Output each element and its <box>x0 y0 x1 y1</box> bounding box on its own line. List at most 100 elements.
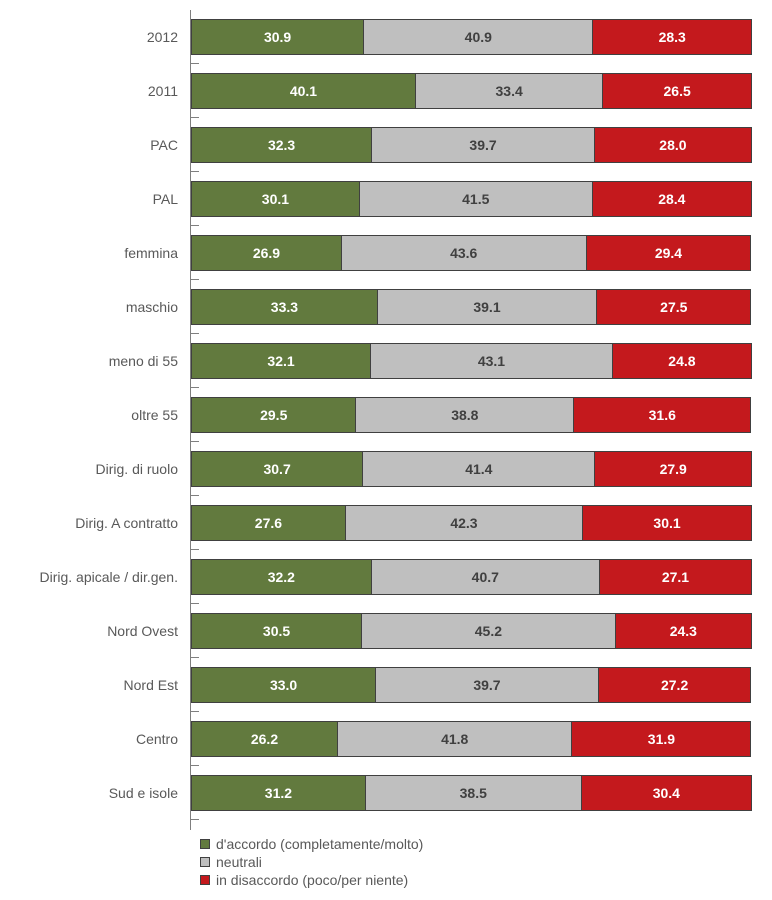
row-label: PAL <box>10 191 190 207</box>
legend-swatch-disagree <box>200 875 210 885</box>
row-bar-area: 33.039.727.2 <box>190 658 752 712</box>
row-label: PAC <box>10 137 190 153</box>
bar-container: 32.339.728.0 <box>191 127 752 163</box>
segment-neutral: 41.5 <box>360 181 593 217</box>
chart-row: Nord Est33.039.727.2 <box>10 658 752 712</box>
legend-label-disagree: in disaccordo (poco/per niente) <box>216 872 408 888</box>
row-label: Nord Ovest <box>10 623 190 639</box>
legend-swatch-agree <box>200 839 210 849</box>
legend-label-agree: d'accordo (completamente/molto) <box>216 836 423 852</box>
row-bar-area: 32.240.727.1 <box>190 550 752 604</box>
chart-row: Dirig. apicale / dir.gen.32.240.727.1 <box>10 550 752 604</box>
segment-neutral: 42.3 <box>346 505 583 541</box>
segment-disagree: 31.9 <box>572 721 751 757</box>
segment-agree: 33.0 <box>191 667 376 703</box>
segment-agree: 32.3 <box>191 127 372 163</box>
chart-legend: d'accordo (completamente/molto) neutrali… <box>200 836 752 888</box>
segment-agree: 31.2 <box>191 775 366 811</box>
row-label: oltre 55 <box>10 407 190 423</box>
chart-row: Dirig. A contratto27.642.330.1 <box>10 496 752 550</box>
segment-disagree: 27.9 <box>595 451 752 487</box>
segment-disagree: 24.3 <box>616 613 752 649</box>
row-bar-area: 33.339.127.5 <box>190 280 752 334</box>
legend-item-disagree: in disaccordo (poco/per niente) <box>200 872 752 888</box>
bar-container: 31.238.530.4 <box>191 775 752 811</box>
row-bar-area: 30.741.427.9 <box>190 442 752 496</box>
segment-neutral: 45.2 <box>362 613 616 649</box>
segment-agree: 32.1 <box>191 343 371 379</box>
segment-disagree: 29.4 <box>587 235 752 271</box>
row-bar-area: 26.241.831.9 <box>190 712 752 766</box>
row-bar-area: 32.143.124.8 <box>190 334 752 388</box>
segment-disagree: 31.6 <box>574 397 751 433</box>
row-bar-area: 27.642.330.1 <box>190 496 752 550</box>
chart-row: PAC32.339.728.0 <box>10 118 752 172</box>
row-label: meno di 55 <box>10 353 190 369</box>
bar-container: 27.642.330.1 <box>191 505 752 541</box>
bar-container: 32.240.727.1 <box>191 559 752 595</box>
segment-agree: 32.2 <box>191 559 372 595</box>
segment-agree: 30.1 <box>191 181 360 217</box>
bar-container: 40.133.426.5 <box>191 73 752 109</box>
row-label: 2011 <box>10 83 190 99</box>
legend-label-neutral: neutrali <box>216 854 262 870</box>
segment-disagree: 27.2 <box>599 667 752 703</box>
row-label: 2012 <box>10 29 190 45</box>
bar-container: 30.545.224.3 <box>191 613 752 649</box>
bar-container: 29.538.831.6 <box>191 397 752 433</box>
row-label: Dirig. A contratto <box>10 515 190 531</box>
bar-container: 26.241.831.9 <box>191 721 752 757</box>
bar-container: 33.039.727.2 <box>191 667 752 703</box>
segment-neutral: 43.1 <box>371 343 613 379</box>
row-bar-area: 31.238.530.4 <box>190 766 752 820</box>
segment-agree: 33.3 <box>191 289 378 325</box>
chart-row: 201140.133.426.5 <box>10 64 752 118</box>
segment-neutral: 41.4 <box>363 451 595 487</box>
segment-agree: 30.9 <box>191 19 364 55</box>
chart-row: Sud e isole31.238.530.4 <box>10 766 752 820</box>
segment-disagree: 28.0 <box>595 127 752 163</box>
segment-disagree: 26.5 <box>603 73 752 109</box>
segment-neutral: 40.9 <box>364 19 593 55</box>
chart-row: 201230.940.928.3 <box>10 10 752 64</box>
chart-row: Dirig. di ruolo30.741.427.9 <box>10 442 752 496</box>
segment-disagree: 28.3 <box>593 19 752 55</box>
row-label: maschio <box>10 299 190 315</box>
segment-neutral: 39.7 <box>372 127 595 163</box>
bar-container: 30.940.928.3 <box>191 19 752 55</box>
row-label: Nord Est <box>10 677 190 693</box>
segment-neutral: 39.1 <box>378 289 597 325</box>
bar-container: 30.141.528.4 <box>191 181 752 217</box>
segment-neutral: 38.8 <box>356 397 574 433</box>
segment-agree: 26.2 <box>191 721 338 757</box>
chart-row: femmina26.943.629.4 <box>10 226 752 280</box>
chart-rows: 201230.940.928.3201140.133.426.5PAC32.33… <box>10 10 752 820</box>
bar-container: 33.339.127.5 <box>191 289 752 325</box>
segment-disagree: 27.5 <box>597 289 751 325</box>
segment-neutral: 33.4 <box>416 73 603 109</box>
row-label: Sud e isole <box>10 785 190 801</box>
row-bar-area: 32.339.728.0 <box>190 118 752 172</box>
chart-axis <box>190 820 752 830</box>
chart-row: maschio33.339.127.5 <box>10 280 752 334</box>
chart-row: meno di 5532.143.124.8 <box>10 334 752 388</box>
row-bar-area: 30.141.528.4 <box>190 172 752 226</box>
row-label: Centro <box>10 731 190 747</box>
segment-agree: 27.6 <box>191 505 346 541</box>
chart-row: Nord Ovest30.545.224.3 <box>10 604 752 658</box>
legend-swatch-neutral <box>200 857 210 867</box>
row-bar-area: 30.940.928.3 <box>190 10 752 64</box>
segment-disagree: 28.4 <box>593 181 752 217</box>
chart-row: PAL30.141.528.4 <box>10 172 752 226</box>
row-bar-area: 30.545.224.3 <box>190 604 752 658</box>
segment-neutral: 41.8 <box>338 721 572 757</box>
chart-row: Centro26.241.831.9 <box>10 712 752 766</box>
segment-neutral: 38.5 <box>366 775 582 811</box>
row-label: Dirig. apicale / dir.gen. <box>10 569 190 585</box>
row-bar-area: 29.538.831.6 <box>190 388 752 442</box>
segment-agree: 30.7 <box>191 451 363 487</box>
bar-container: 30.741.427.9 <box>191 451 752 487</box>
row-bar-area: 26.943.629.4 <box>190 226 752 280</box>
legend-item-neutral: neutrali <box>200 854 752 870</box>
segment-agree: 40.1 <box>191 73 416 109</box>
